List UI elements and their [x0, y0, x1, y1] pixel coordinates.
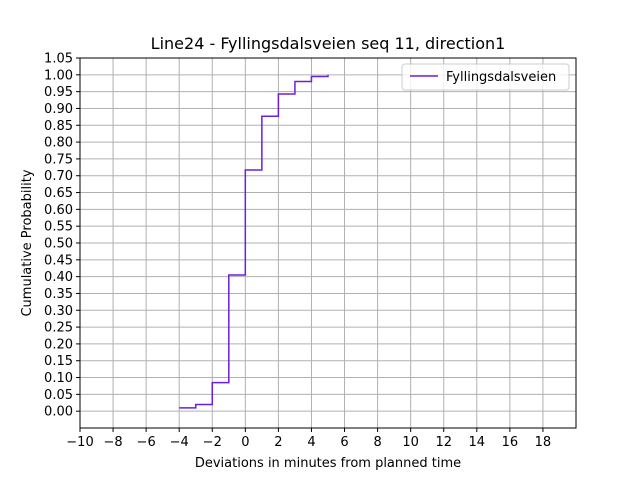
x-tick-label: −4 [170, 435, 189, 450]
series-line-fyllingsdalsveien [179, 74, 329, 409]
axis-ticks: −10 −8 −6 −4 −2 0 2 4 6 8 10 12 14 16 18 0.00 0.05 0.10 0.… [44, 52, 551, 451]
y-tick-label: 0.45 [44, 253, 73, 268]
x-tick-label: 16 [502, 435, 519, 450]
y-tick-label: 0.25 [44, 321, 73, 336]
y-tick-label: 0.30 [44, 304, 73, 319]
y-tick-label: 0.90 [44, 102, 73, 117]
y-tick-label: 0.05 [44, 388, 73, 403]
x-tick-label: 12 [435, 435, 452, 450]
y-tick-label: 0.60 [44, 203, 73, 218]
y-tick-label: 0.35 [44, 287, 73, 302]
y-tick-label: 0.95 [44, 85, 73, 100]
y-tick-label: 0.10 [44, 371, 73, 386]
legend-label: Fyllingsdalsveien [446, 70, 556, 85]
y-tick-label: 1.05 [44, 52, 73, 67]
x-tick-label: −2 [203, 435, 222, 450]
x-tick-label: 6 [340, 435, 348, 450]
chart-title: Line24 - Fyllingsdalsveien seq 11, direc… [151, 34, 506, 53]
y-tick-label: 0.15 [44, 354, 73, 369]
x-tick-label: 0 [241, 435, 249, 450]
y-tick-label: 0.20 [44, 337, 73, 352]
x-tick-label: −6 [137, 435, 156, 450]
x-tick-label: 10 [402, 435, 419, 450]
y-tick-label: 1.00 [44, 68, 73, 83]
x-tick-label: 14 [469, 435, 486, 450]
legend-box [401, 63, 570, 91]
y-tick-label: 0.55 [44, 220, 73, 235]
x-tick-label: −8 [103, 435, 122, 450]
legend: Fyllingsdalsveien [401, 63, 570, 91]
x-tick-label: −10 [66, 435, 93, 450]
x-tick-label: 4 [307, 435, 315, 450]
y-tick-label: 0.40 [44, 270, 73, 285]
y-axis-title: Cumulative Probability [20, 169, 35, 316]
y-tick-label: 0.00 [44, 405, 73, 420]
y-tick-label: 0.50 [44, 237, 73, 252]
x-axis-title: Deviations in minutes from planned time [195, 456, 461, 471]
x-tick-label: 18 [535, 435, 552, 450]
y-tick-label: 0.70 [44, 169, 73, 184]
y-tick-label: 0.80 [44, 136, 73, 151]
y-tick-label: 0.85 [44, 119, 73, 134]
x-tick-label: 8 [373, 435, 381, 450]
plot-series [179, 74, 329, 409]
x-tick-label: 2 [274, 435, 282, 450]
y-tick-label: 0.65 [44, 186, 73, 201]
y-tick-label: 0.75 [44, 152, 73, 167]
